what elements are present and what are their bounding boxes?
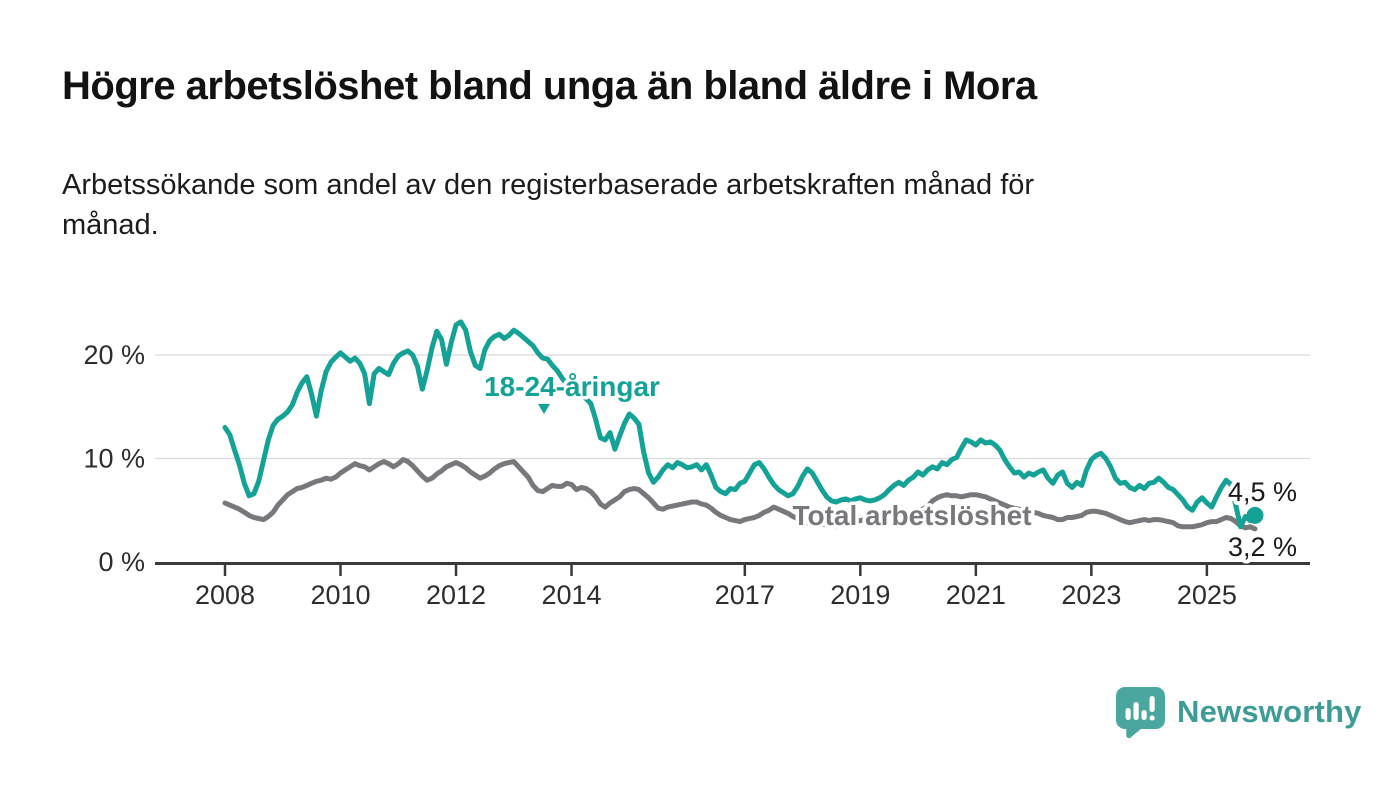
- end-value-label-youth: 4,5 %: [1228, 477, 1297, 507]
- youth-label-pointer-icon: [538, 404, 550, 414]
- x-axis-label-2012: 2012: [426, 580, 486, 610]
- page-title: Högre arbetslöshet bland unga än bland ä…: [62, 64, 1037, 108]
- series-label-youth: 18-24-åringar: [484, 371, 660, 402]
- y-axis-label-0: 0 %: [98, 547, 145, 577]
- x-axis-label-2014: 2014: [542, 580, 602, 610]
- x-axis-label-2025: 2025: [1177, 580, 1237, 610]
- subtitle-line-1: Arbetssökande som andel av den registerb…: [62, 169, 1035, 201]
- y-axis-label-20: 20 %: [83, 340, 145, 370]
- x-axis-label-2017: 2017: [715, 580, 775, 610]
- newsworthy-logo: Newsworthy: [1114, 685, 1362, 739]
- chart-subtitle: Arbetssökande som andel av den registerb…: [62, 165, 1262, 245]
- series-end-dot-youth: [1246, 506, 1264, 524]
- subtitle-line-2: månad.: [62, 209, 159, 241]
- y-axis-label-10: 10 %: [83, 444, 145, 474]
- end-value-label-total: 3,2 %: [1228, 532, 1297, 562]
- x-axis-label-2008: 2008: [195, 580, 255, 610]
- series-line-total: [222, 457, 1258, 532]
- series-label-total: Total arbetslöshet: [792, 500, 1031, 531]
- newsworthy-logo-icon: [1116, 687, 1165, 739]
- logo-barchart-glyph: [1125, 696, 1155, 721]
- series-line-youth: [222, 319, 1258, 530]
- newsworthy-logo-text: Newsworthy: [1177, 694, 1362, 729]
- x-axis-label-2010: 2010: [310, 580, 370, 610]
- x-axis-label-2023: 2023: [1061, 580, 1121, 610]
- x-axis-label-2019: 2019: [830, 580, 890, 610]
- x-axis-label-2021: 2021: [946, 580, 1006, 610]
- logo-bubble-shape: [1116, 687, 1165, 739]
